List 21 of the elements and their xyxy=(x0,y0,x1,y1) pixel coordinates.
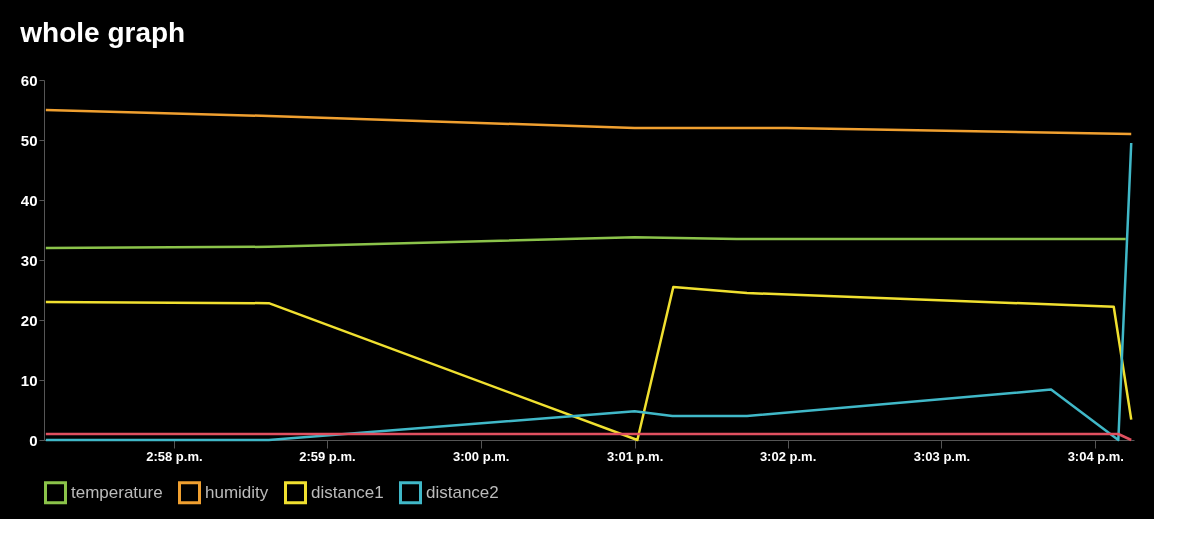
y-tick-label: 20 xyxy=(20,311,38,329)
chart-title: whole graph xyxy=(19,17,186,48)
line-series xyxy=(44,235,1127,250)
y-tick-label: 60 xyxy=(20,71,38,89)
x-tick-label: 2:58 p.m. xyxy=(146,448,203,464)
y-tick-label: 40 xyxy=(20,191,38,209)
x-tick-label: 2:59 p.m. xyxy=(299,448,356,464)
x-tick-label: 3:00 p.m. xyxy=(453,448,510,464)
y-tick-label: 0 xyxy=(29,431,38,449)
line-series xyxy=(44,108,1133,136)
y-tick-label: 50 xyxy=(20,131,38,149)
x-tick-label: 3:03 p.m. xyxy=(913,448,971,464)
legend-label: distance1 xyxy=(311,482,384,502)
y-tick-label: 30 xyxy=(20,251,38,269)
legend-label: humidity xyxy=(205,482,269,502)
x-tick-label: 3:04 p.m. xyxy=(1067,448,1124,464)
legend-label: temperature xyxy=(71,482,163,502)
x-tick-label: 3:01 p.m. xyxy=(606,448,664,464)
y-tick-label: 10 xyxy=(20,371,38,389)
x-tick-label: 3:02 p.m. xyxy=(759,448,817,464)
legend-label: distance2 xyxy=(426,482,499,502)
